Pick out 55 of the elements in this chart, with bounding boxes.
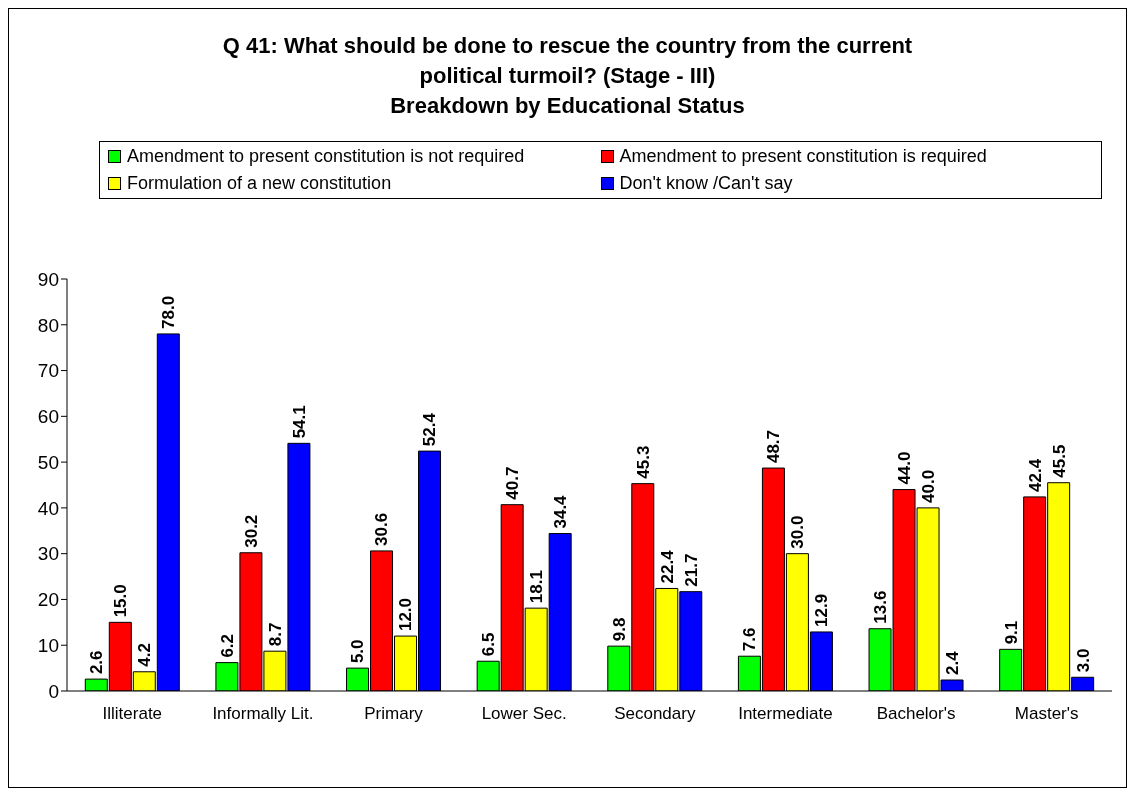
legend-label: Formulation of a new constitution — [127, 173, 392, 194]
y-tick-label: 0 — [48, 680, 59, 702]
data-label: 52.4 — [420, 412, 440, 447]
data-label: 78.0 — [159, 295, 179, 329]
data-label: 13.6 — [870, 590, 890, 624]
data-label: 34.4 — [551, 494, 571, 529]
data-label: 8.7 — [265, 622, 285, 647]
data-label: 44.0 — [894, 451, 914, 485]
y-tick-label: 30 — [37, 543, 59, 565]
data-label: 12.9 — [812, 593, 832, 627]
data-label: 30.2 — [241, 514, 261, 548]
data-label: 21.7 — [681, 553, 701, 587]
y-tick-label: 70 — [37, 360, 59, 382]
y-tick-label: 60 — [37, 406, 59, 428]
y-tick-label: 20 — [37, 589, 59, 611]
data-label: 30.0 — [788, 515, 808, 549]
data-label: 45.5 — [1049, 444, 1069, 478]
data-label: 2.6 — [87, 650, 107, 675]
x-tick-label: Illiterate — [102, 704, 163, 724]
data-label: 9.8 — [609, 617, 629, 642]
y-tick-label: 80 — [37, 314, 59, 336]
y-tick-label: 90 — [37, 268, 59, 290]
data-label: 18.1 — [527, 570, 547, 604]
y-tick-label: 40 — [37, 497, 59, 519]
data-label: 30.6 — [372, 512, 392, 546]
data-label: 42.4 — [1025, 458, 1045, 492]
data-label: 6.5 — [479, 632, 499, 657]
data-label: 40.7 — [503, 466, 523, 500]
x-tick-label: Master's — [1014, 704, 1079, 724]
x-tick-label: Lower Sec. — [481, 704, 567, 724]
x-tick-label: Secondary — [614, 704, 696, 724]
legend-label: Don't know /Can't say — [619, 173, 793, 194]
y-tick-label: 50 — [37, 451, 59, 473]
data-label: 40.0 — [918, 469, 938, 503]
chart-title: Q 41: What should be done to rescue the country from the current political turmoil? (Stage - III) Breakdown by Educational Status — [221, 32, 914, 120]
data-label: 12.0 — [396, 597, 416, 632]
data-label: 48.7 — [764, 429, 784, 464]
y-tick-label: 10 — [37, 634, 59, 656]
x-tick-label: Bachelor's — [876, 704, 956, 724]
data-label: 6.2 — [217, 633, 237, 658]
x-tick-label: Primary — [364, 704, 424, 724]
data-label: 5.0 — [348, 639, 368, 664]
legend-label: Amendment to present constitution is not required — [127, 146, 525, 167]
x-tick-label: Informally Lit. — [212, 704, 314, 724]
data-label: 15.0 — [111, 584, 131, 618]
x-tick-label: Intermediate — [738, 704, 833, 724]
data-label: 2.4 — [942, 650, 962, 676]
data-label: 45.3 — [633, 445, 653, 479]
data-label: 3.0 — [1073, 648, 1093, 673]
data-label: 7.6 — [740, 627, 760, 652]
data-label: 22.4 — [657, 549, 677, 584]
data-label: 9.1 — [1001, 620, 1021, 645]
legend-label: Amendment to present constitution is required — [619, 146, 987, 167]
data-label: 54.1 — [289, 405, 309, 439]
data-label: 4.2 — [135, 643, 155, 667]
